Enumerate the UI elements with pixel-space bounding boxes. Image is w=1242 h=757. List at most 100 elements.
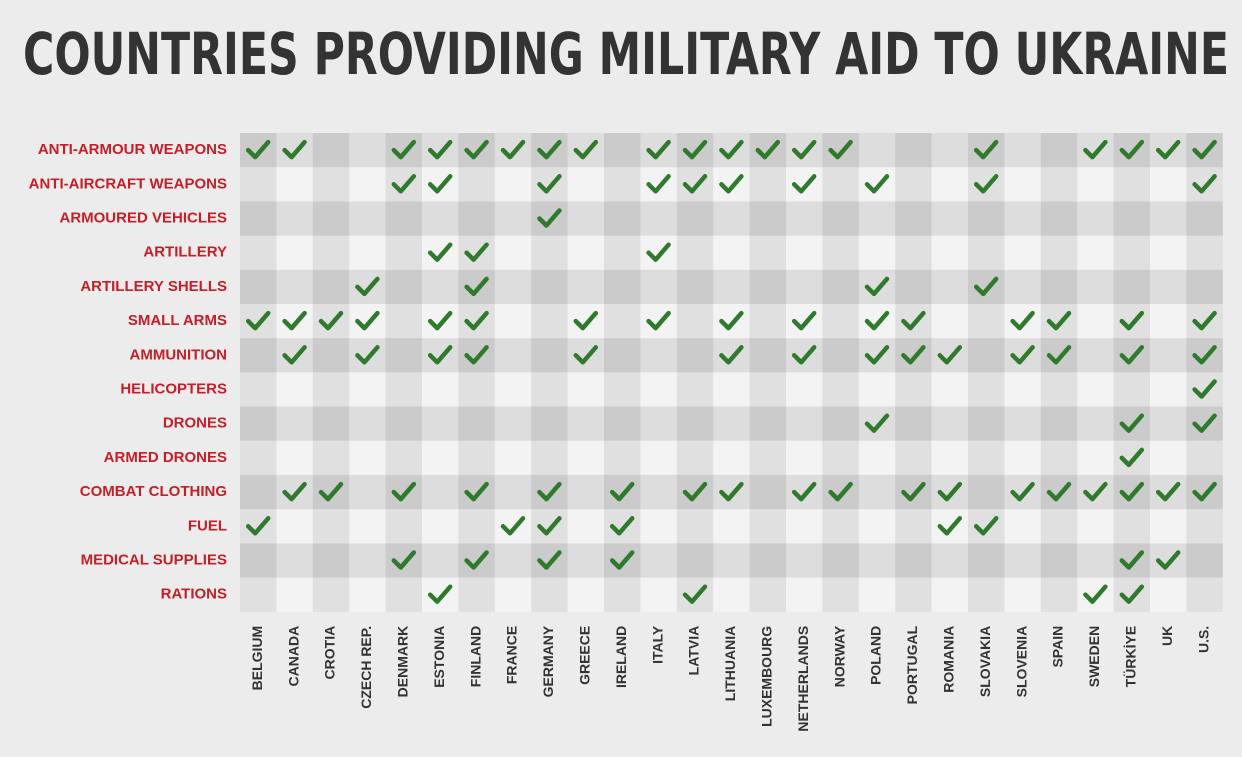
checkmark: [1083, 481, 1108, 502]
column-label: NETHERLANDS: [795, 626, 811, 732]
column-label: POLAND: [868, 626, 884, 685]
checkmark: [1010, 310, 1035, 331]
checkmark: [391, 174, 417, 194]
checkmark: [646, 139, 671, 160]
checkmark: [864, 310, 890, 331]
checkmark: [1119, 139, 1145, 160]
column-label: IRELAND: [613, 626, 629, 688]
checkmark: [1119, 481, 1145, 502]
checkmark: [318, 310, 344, 331]
column-label: SWEDEN: [1086, 626, 1102, 687]
checkmark: [464, 139, 489, 160]
checkmark: [828, 481, 853, 502]
checkmark: [464, 242, 489, 262]
checkmark: [1046, 481, 1072, 502]
row-band: [240, 543, 1223, 578]
checkmark: [427, 345, 453, 365]
column-band: [240, 133, 277, 612]
checkmark: [391, 550, 417, 570]
checkmark: [464, 550, 489, 570]
checkmark: [719, 174, 744, 194]
column-label: CZECH REP.: [358, 626, 374, 709]
column-label: CANADA: [285, 626, 301, 687]
checkmark: [609, 550, 635, 570]
row-label: DRONES: [163, 415, 227, 432]
checkmark: [573, 139, 599, 160]
checkmark: [901, 481, 926, 502]
column-label: ITALY: [649, 625, 665, 664]
column-label: CROTIA: [322, 626, 338, 680]
checkmark: [828, 139, 853, 160]
column-band: [1186, 133, 1223, 612]
column-band: [968, 133, 1005, 612]
checkmark: [973, 276, 999, 297]
checkmark: [1119, 550, 1145, 570]
row-label: ANTI-ARMOUR WEAPONS: [38, 141, 227, 158]
checkmark: [864, 345, 890, 365]
row-label: HELICOPTERS: [120, 380, 227, 397]
checkmark: [282, 345, 307, 365]
row-label: ARMED DRONES: [104, 449, 227, 466]
checkmark: [355, 310, 380, 331]
checkmark: [537, 174, 562, 194]
row-label: FUEL: [188, 517, 227, 534]
column-label: GERMANY: [540, 625, 556, 697]
column-label: SLOVENIA: [1013, 626, 1029, 698]
checkmark: [1046, 310, 1072, 331]
row-band: [240, 201, 1223, 236]
grid: [240, 133, 1223, 612]
row-band: [240, 133, 1223, 168]
checkmark: [719, 139, 744, 160]
row-label: ARTILLERY SHELLS: [80, 278, 227, 295]
checkmark: [646, 174, 671, 194]
column-label: FINLAND: [467, 626, 483, 687]
row-band: [240, 338, 1223, 373]
checkmark: [1083, 139, 1108, 160]
checkmark: [282, 310, 307, 331]
checkmark: [1119, 447, 1145, 468]
checkmark: [427, 242, 453, 262]
checkmark: [282, 481, 307, 502]
checkmark: [973, 174, 999, 194]
checkmark: [355, 276, 380, 297]
checkmark: [791, 174, 817, 194]
checkmark: [755, 139, 781, 160]
row-label: AMMUNITION: [130, 346, 228, 363]
checkmark: [1119, 413, 1145, 433]
checkmark: [1155, 550, 1181, 570]
checkmark: [427, 174, 453, 194]
row-band: [240, 406, 1223, 441]
checkmark: [318, 481, 344, 502]
column-label: U.S.: [1195, 626, 1211, 653]
checkmark: [1192, 379, 1217, 399]
checkmark: [1046, 345, 1072, 365]
row-band: [240, 269, 1223, 304]
checkmark: [937, 516, 963, 536]
checkmark: [864, 174, 890, 194]
row-label: ARTILLERY: [143, 244, 227, 261]
checkmark: [719, 310, 744, 331]
table-area: [240, 133, 1223, 612]
checkmark: [355, 345, 380, 365]
row-label: COMBAT CLOTHING: [80, 483, 227, 500]
checkmark: [1119, 584, 1145, 604]
checkmark: [1010, 345, 1035, 365]
column-label: DENMARK: [395, 626, 411, 698]
checkmark: [391, 481, 417, 502]
checkmark: [282, 139, 307, 160]
checkmark: [537, 550, 562, 570]
checkmark: [500, 516, 526, 536]
column-band: [531, 133, 568, 612]
checkmark: [464, 276, 489, 297]
checkmark: [609, 516, 635, 536]
checkmark: [245, 310, 271, 331]
checkmark: [937, 345, 963, 365]
checkmark: [1155, 481, 1181, 502]
checkmark: [537, 481, 562, 502]
checkmark: [427, 139, 453, 160]
column-label: LUXEMBOURG: [759, 626, 775, 727]
checkmark: [791, 345, 817, 365]
checkmark: [391, 139, 417, 160]
checkmark: [537, 139, 562, 160]
